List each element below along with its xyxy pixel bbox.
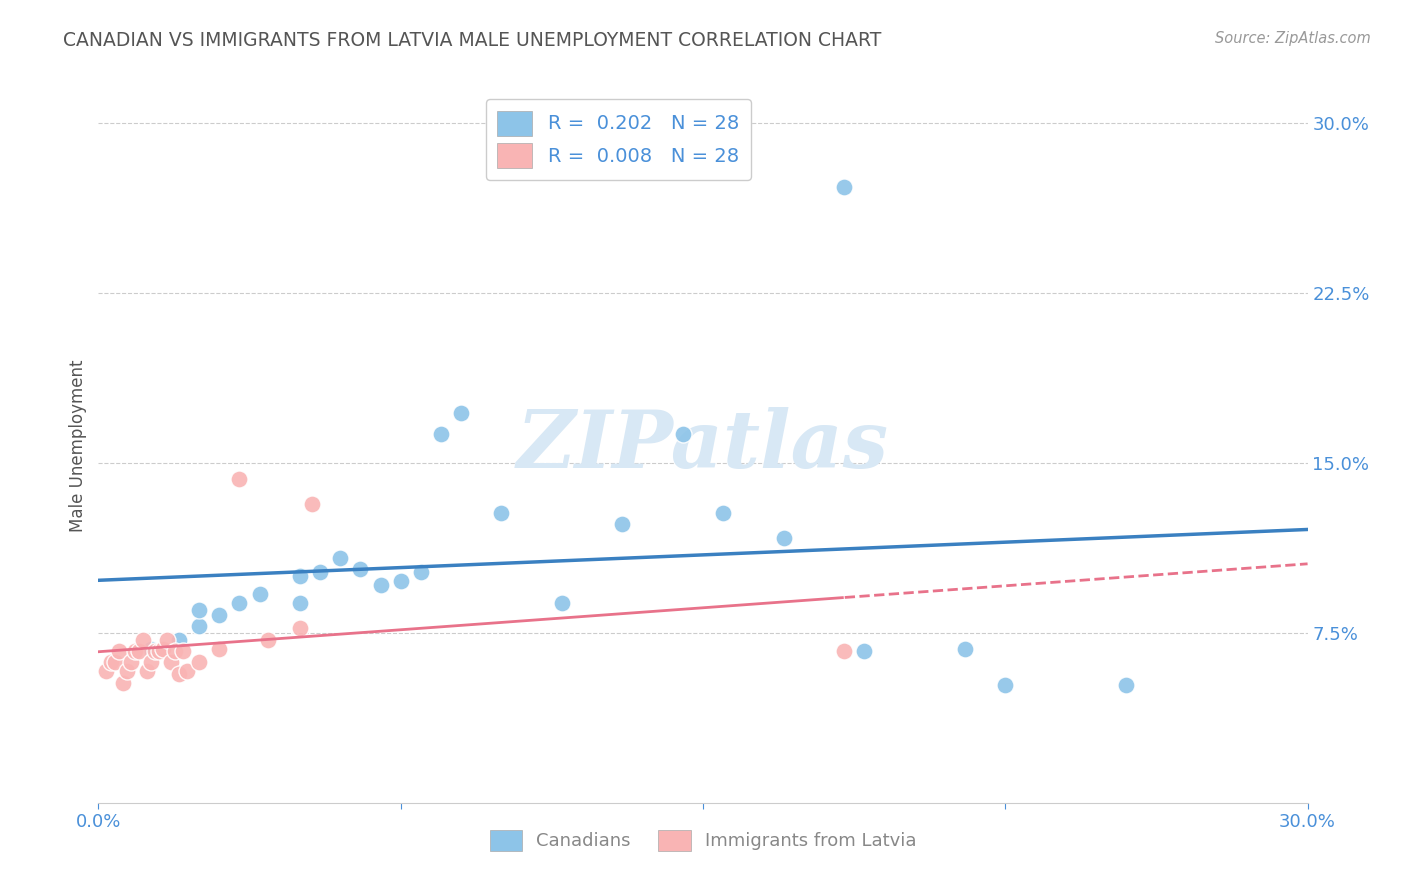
Point <box>832 179 855 194</box>
Point <box>491 506 513 520</box>
Point <box>256 632 278 647</box>
Point <box>163 644 186 658</box>
Point <box>176 665 198 679</box>
Point <box>135 665 157 679</box>
Point <box>128 644 150 658</box>
Point <box>853 644 876 658</box>
Point <box>124 644 146 658</box>
Point <box>208 607 231 622</box>
Point <box>156 632 179 647</box>
Point <box>551 597 574 611</box>
Point <box>329 551 352 566</box>
Point <box>100 656 122 670</box>
Point <box>111 675 134 690</box>
Point <box>711 506 734 520</box>
Point <box>953 641 976 656</box>
Point <box>430 426 453 441</box>
Point <box>1115 678 1137 692</box>
Point <box>672 426 695 441</box>
Point <box>288 569 311 583</box>
Point <box>152 641 174 656</box>
Point <box>288 621 311 635</box>
Point <box>103 656 125 670</box>
Point <box>160 656 183 670</box>
Point <box>115 665 138 679</box>
Point <box>772 531 794 545</box>
Point <box>188 656 211 670</box>
Point <box>132 632 155 647</box>
Point <box>832 644 855 658</box>
Text: ZIPatlas: ZIPatlas <box>517 408 889 484</box>
Point <box>148 644 170 658</box>
Point <box>994 678 1017 692</box>
Point <box>288 597 311 611</box>
Point <box>370 578 392 592</box>
Point <box>120 656 142 670</box>
Point <box>208 641 231 656</box>
Point <box>188 619 211 633</box>
Point <box>228 472 250 486</box>
Point <box>143 644 166 658</box>
Point <box>249 587 271 601</box>
Point <box>389 574 412 588</box>
Point <box>409 565 432 579</box>
Point <box>450 406 472 420</box>
Point <box>612 517 634 532</box>
Text: Source: ZipAtlas.com: Source: ZipAtlas.com <box>1215 31 1371 46</box>
Point <box>139 641 162 656</box>
Point <box>309 565 332 579</box>
Legend: Canadians, Immigrants from Latvia: Canadians, Immigrants from Latvia <box>482 822 924 858</box>
Point <box>167 632 190 647</box>
Point <box>228 597 250 611</box>
Point <box>349 562 371 576</box>
Point <box>139 656 162 670</box>
Point <box>107 644 129 658</box>
Point <box>301 497 323 511</box>
Y-axis label: Male Unemployment: Male Unemployment <box>69 359 87 533</box>
Point <box>167 666 190 681</box>
Text: CANADIAN VS IMMIGRANTS FROM LATVIA MALE UNEMPLOYMENT CORRELATION CHART: CANADIAN VS IMMIGRANTS FROM LATVIA MALE … <box>63 31 882 50</box>
Point <box>172 644 194 658</box>
Point <box>96 665 118 679</box>
Point <box>188 603 211 617</box>
